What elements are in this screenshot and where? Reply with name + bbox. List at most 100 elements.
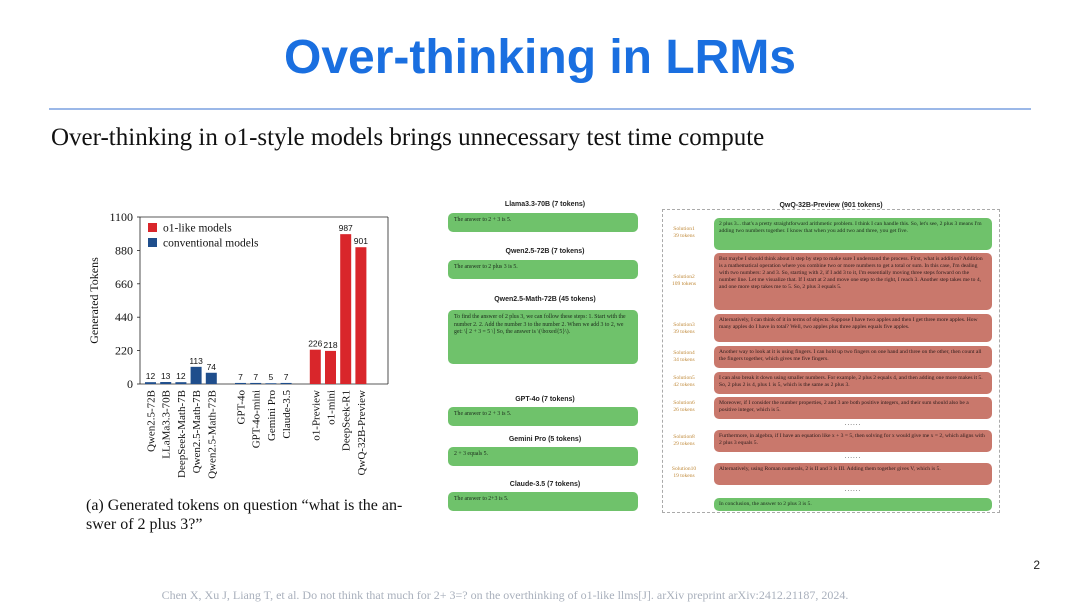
solution-bubble: Another way to look at it is using finge… (714, 346, 992, 368)
solution-tokens: 34 tokens (673, 356, 695, 363)
bar (250, 382, 262, 384)
response-bubble-llama: The answer to 2 + 3 is 5. (448, 213, 638, 232)
x-tick-label: GPT-4o-mini (251, 390, 263, 448)
response-bubble-gemini: 2 + 3 equals 5. (448, 447, 638, 466)
qwq-panel-title: QwQ-32B-Preview (901 tokens) (779, 202, 883, 209)
solution-bubble: Moreover, if I consider the number prope… (714, 397, 992, 419)
bar (235, 382, 246, 384)
bar (190, 366, 202, 384)
solution-tokens: 109 tokens (672, 280, 696, 287)
solution-name: Solution10 (671, 466, 697, 472)
solution-tokens: 39 tokens (673, 328, 695, 335)
bar-value-label: 74 (207, 362, 217, 372)
bar (175, 382, 187, 384)
qwq-panel-frame (662, 209, 1000, 513)
legend-swatch-o1 (148, 223, 157, 232)
response-model-qwen72b: Qwen2.5-72B (7 tokens) (505, 248, 585, 255)
solution-bubble: Alternatively, using Roman numerals, 2 i… (714, 463, 992, 485)
bar (340, 234, 352, 384)
solution-tokens: 26 tokens (673, 406, 695, 413)
response-bubble-qwen-math: To find the answer of 2 plus 3, we can f… (448, 310, 638, 364)
solution-bubble: Furthermore, in algebra, if I have an eq… (714, 430, 992, 452)
citation: Chen X, Xu J, Liang T, et al. Do not thi… (161, 588, 849, 602)
bar-value-label: 12 (146, 371, 156, 381)
token-bar-chart: 0 220 440 660 880 1100 Generated Tokens 12 Qwen2… (87, 210, 389, 479)
solution-name: Solution2 (673, 274, 695, 280)
x-tick-label: Gemini Pro (266, 390, 278, 442)
legend-swatch-conventional (148, 238, 157, 247)
y-tick-label: 880 (115, 243, 133, 257)
response-model-qwen-math: Qwen2.5-Math-72B (45 tokens) (494, 296, 596, 303)
bar (325, 350, 336, 384)
chart-caption: (a) Generated tokens on question “what i… (86, 497, 403, 533)
x-tick-label: DeepSeek-Math-7B (176, 390, 188, 478)
bar-value-label: 13 (161, 371, 171, 381)
bar (280, 382, 292, 384)
ellipsis: ...... (844, 452, 862, 460)
response-bubble-claude: The answer to 2+3 is 5. (448, 492, 638, 511)
solution-tokens: 42 tokens (673, 381, 695, 388)
bar-value-label: 5 (269, 372, 274, 382)
bar (145, 382, 156, 384)
y-tick-label: 220 (115, 344, 133, 358)
legend-label-o1: o1-like models (163, 223, 232, 235)
solution-label: Solution3 39 tokens (664, 322, 704, 335)
x-tick-label: Qwen2.5-Math-72B (206, 390, 218, 479)
response-model-llama: Llama3.3-70B (7 tokens) (504, 201, 586, 208)
bar-value-label: 7 (253, 372, 258, 382)
solution-label: Solution8 29 tokens (664, 434, 704, 447)
x-tick-label: Qwen2.5-72B (146, 390, 158, 452)
response-model-gemini: Gemini Pro (5 tokens) (508, 436, 582, 443)
solution-tokens: 39 tokens (673, 232, 695, 239)
solution-bubble: But maybe I should think about it step b… (714, 253, 992, 310)
solution-name: Solution1 (673, 226, 695, 232)
x-tick-label: DeepSeek-R1 (341, 390, 353, 451)
bar-value-label: 901 (354, 236, 368, 246)
solution-label: Solution6 26 tokens (664, 400, 704, 413)
bar-value-label: 7 (238, 372, 243, 382)
bar (309, 349, 321, 384)
solution-label: Solution5 42 tokens (664, 375, 704, 388)
bar (265, 383, 277, 384)
solution-name: Solution4 (673, 350, 695, 356)
response-bubble-qwen72b: The answer to 2 plus 3 is 5. (448, 260, 638, 279)
response-bubble-gpt4o: The answer to 2 + 3 is 5. (448, 407, 638, 426)
x-tick-label: Claude-3.5 (281, 390, 293, 439)
x-tick-label: o1-mini (326, 390, 338, 425)
y-tick-label: 0 (127, 377, 133, 391)
bar-value-label: 218 (323, 340, 337, 350)
bar (160, 382, 172, 384)
x-tick-label: LLaMa3.3-70B (161, 390, 173, 459)
slide-title: Over-thinking in LRMs (283, 31, 796, 84)
bar (205, 372, 217, 384)
y-tick-label: 440 (115, 310, 133, 324)
solution-bubble: 2 plus 3... that's a pretty straightforw… (714, 218, 992, 250)
bar-value-label: 226 (308, 339, 322, 349)
x-tick-label: Qwen2.5-Math-7B (191, 390, 203, 473)
page-number: 2 (1033, 558, 1040, 572)
x-tick-label: GPT-4o (236, 390, 248, 425)
ellipsis: ...... (844, 419, 862, 427)
bar-value-label: 113 (189, 356, 203, 366)
solution-tokens: 29 tokens (673, 440, 695, 447)
bar-value-label: 7 (284, 372, 289, 382)
solution-label: Solution1 39 tokens (664, 226, 704, 239)
solution-name: Solution3 (673, 322, 695, 328)
y-tick-label: 1100 (109, 210, 133, 224)
bar-value-label: 12 (176, 371, 186, 381)
response-model-gpt4o: GPT-4o (7 tokens) (515, 396, 575, 403)
solution-bubble: I can also break it down using smaller n… (714, 372, 992, 394)
solution-label: Solution2 109 tokens (664, 274, 704, 287)
solution-name: Solution6 (673, 400, 695, 406)
slide-subtitle: Over-thinking in o1-style models brings … (51, 124, 765, 151)
bar (355, 247, 367, 384)
solution-label: Solution10 19 tokens (664, 466, 704, 479)
y-axis-label: Generated Tokens (87, 257, 101, 344)
solution-label: Solution4 34 tokens (664, 350, 704, 363)
x-tick-label: o1-Preview (310, 390, 322, 441)
solution-name: Solution5 (673, 375, 695, 381)
solution-bubble: Alternatively, I can think of it in term… (714, 314, 992, 342)
ellipsis: ...... (844, 485, 862, 493)
bar-value-label: 987 (339, 223, 353, 233)
legend-label-conventional: conventional models (163, 238, 259, 250)
